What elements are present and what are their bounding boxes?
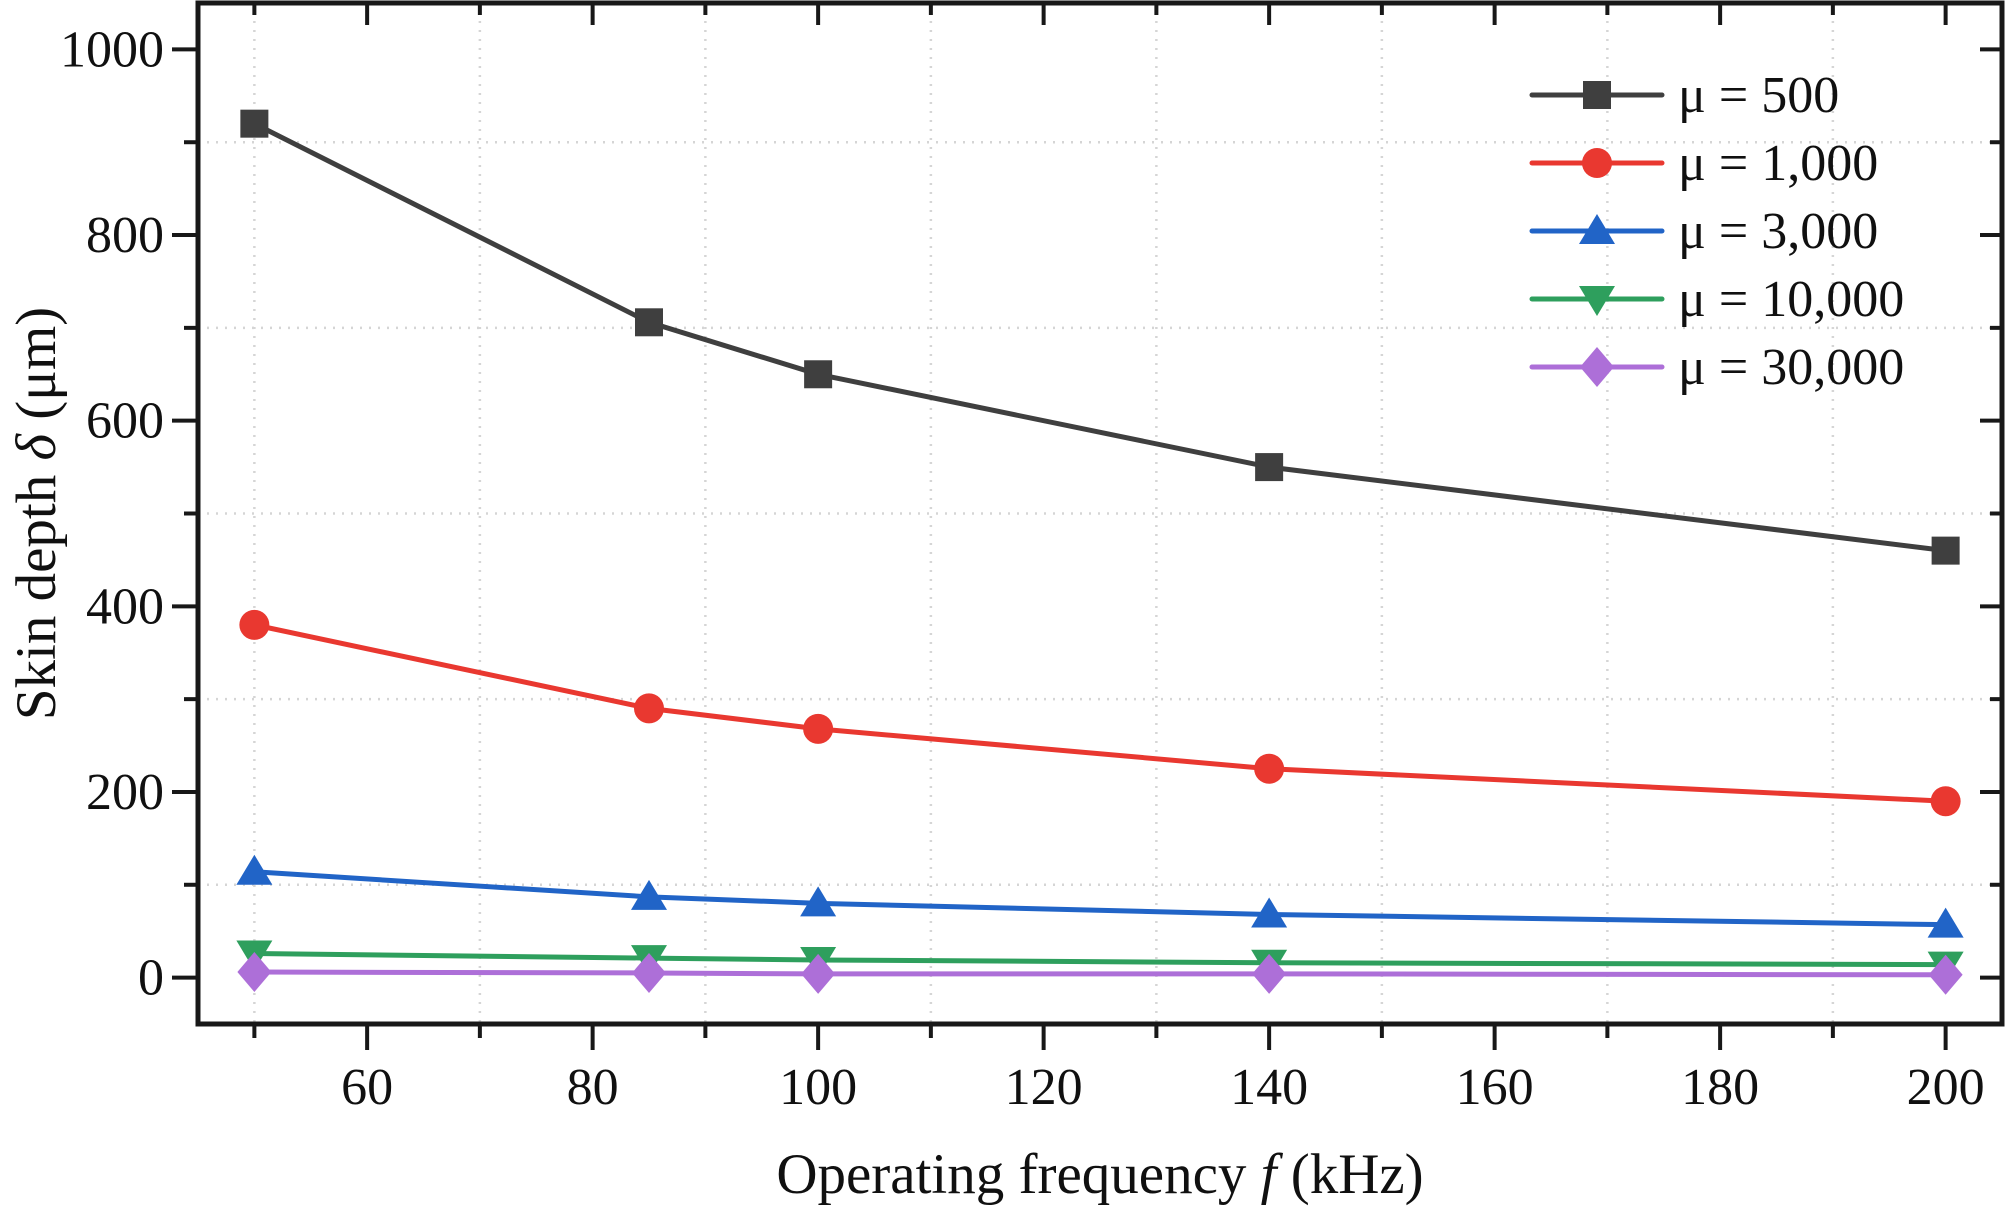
series-line [251,969,1949,978]
marker-circle [1930,786,1961,817]
series-line [251,950,1949,968]
marker-diamond [1580,347,1614,387]
legend-label: μ = 10,000 [1678,271,1904,328]
y-axis-title: Skin depth δ (μm) [5,3,68,1024]
x-axis-title-unit: (kHz) [1276,1143,1424,1206]
y-axis-title-unit: (μm) [5,306,68,434]
legend-label: μ = 30,000 [1678,339,1904,396]
x-tick-label: 180 [1681,1059,1759,1116]
marker-triangle-up [236,854,273,885]
series-line [251,622,1949,804]
y-tick-label: 200 [86,764,164,821]
marker-diamond [1252,953,1287,994]
marker-circle [1582,148,1612,178]
marker-diamond [801,953,836,994]
x-tick-label: 100 [779,1059,857,1116]
marker-diamond [237,952,272,993]
x-tick-label: 120 [1005,1059,1083,1116]
x-tick-label: 60 [341,1059,393,1116]
x-axis-symbol: f [1260,1143,1277,1206]
y-tick-label: 1000 [60,21,164,78]
marker-triangle-down [1579,286,1615,316]
marker-circle [1254,753,1285,784]
legend-label: μ = 3,000 [1678,203,1878,260]
y-axis-title-text: Skin depth [5,460,68,721]
x-axis-title: Operating frequency f (kHz) [198,1146,2002,1203]
legend-label: μ = 1,000 [1678,135,1878,192]
marker-diamond [1928,954,1963,995]
series-line [251,869,1949,928]
x-tick-label: 160 [1456,1059,1534,1116]
x-tick-label: 80 [567,1059,619,1116]
marker-square [1255,453,1284,482]
marker-triangle-up [1251,897,1288,928]
marker-square [240,109,269,138]
marker-circle [634,693,664,724]
marker-square [1583,81,1611,109]
marker-triangle-up [1927,907,1964,938]
marker-square [635,308,663,337]
marker-diamond [632,952,666,993]
x-tick-label: 200 [1907,1059,1985,1116]
y-tick-label: 600 [86,393,164,450]
marker-square [804,360,833,389]
x-tick-label: 140 [1230,1059,1308,1116]
marker-triangle-up [1579,214,1615,244]
marker-circle [239,609,270,640]
x-axis-title-text: Operating frequency [776,1143,1261,1206]
y-tick-label: 800 [86,207,164,264]
y-tick-label: 400 [86,578,164,635]
marker-circle [803,713,834,744]
legend-label: μ = 500 [1678,67,1839,124]
marker-square [1931,536,1960,565]
y-axis-symbol: δ [5,433,68,461]
y-tick-label: 0 [138,950,164,1007]
marker-triangle-up [800,886,837,917]
marker-triangle-up [631,879,667,910]
